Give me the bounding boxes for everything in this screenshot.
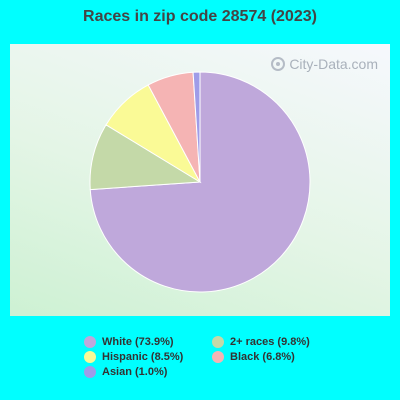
legend-item-hispanic: Hispanic (8.5%) — [84, 351, 183, 363]
watermark-text: City-Data.com — [289, 56, 378, 72]
legend-label-two-or-more: 2+ races (9.8%) — [230, 336, 310, 348]
legend-label-hispanic: Hispanic (8.5%) — [102, 351, 184, 363]
legend-item-black: Black (6.8%) — [212, 351, 295, 363]
legend-swatch-black — [212, 351, 224, 363]
pie-slice-asian — [192, 71, 201, 183]
city-data-logo-icon — [271, 57, 286, 71]
legend-swatch-hispanic — [84, 351, 96, 363]
legend-item-white: White (73.9%) — [84, 336, 174, 348]
watermark: City-Data.com — [271, 56, 378, 72]
pie-chart — [89, 71, 311, 293]
plot-area: City-Data.com — [10, 44, 390, 316]
legend-item-two-or-more: 2+ races (9.8%) — [212, 336, 310, 348]
legend-item-asian: Asian (1.0%) — [84, 366, 167, 378]
legend-swatch-white — [84, 336, 96, 348]
legend-label-white: White (73.9%) — [102, 336, 174, 348]
legend: White (73.9%) 2+ races (9.8%) Hispanic (… — [0, 334, 400, 394]
legend-swatch-two-or-more — [212, 336, 224, 348]
chart-title: Races in zip code 28574 (2023) — [83, 8, 317, 25]
legend-label-black: Black (6.8%) — [230, 351, 295, 363]
legend-label-asian: Asian (1.0%) — [102, 366, 168, 378]
legend-swatch-asian — [84, 366, 96, 378]
